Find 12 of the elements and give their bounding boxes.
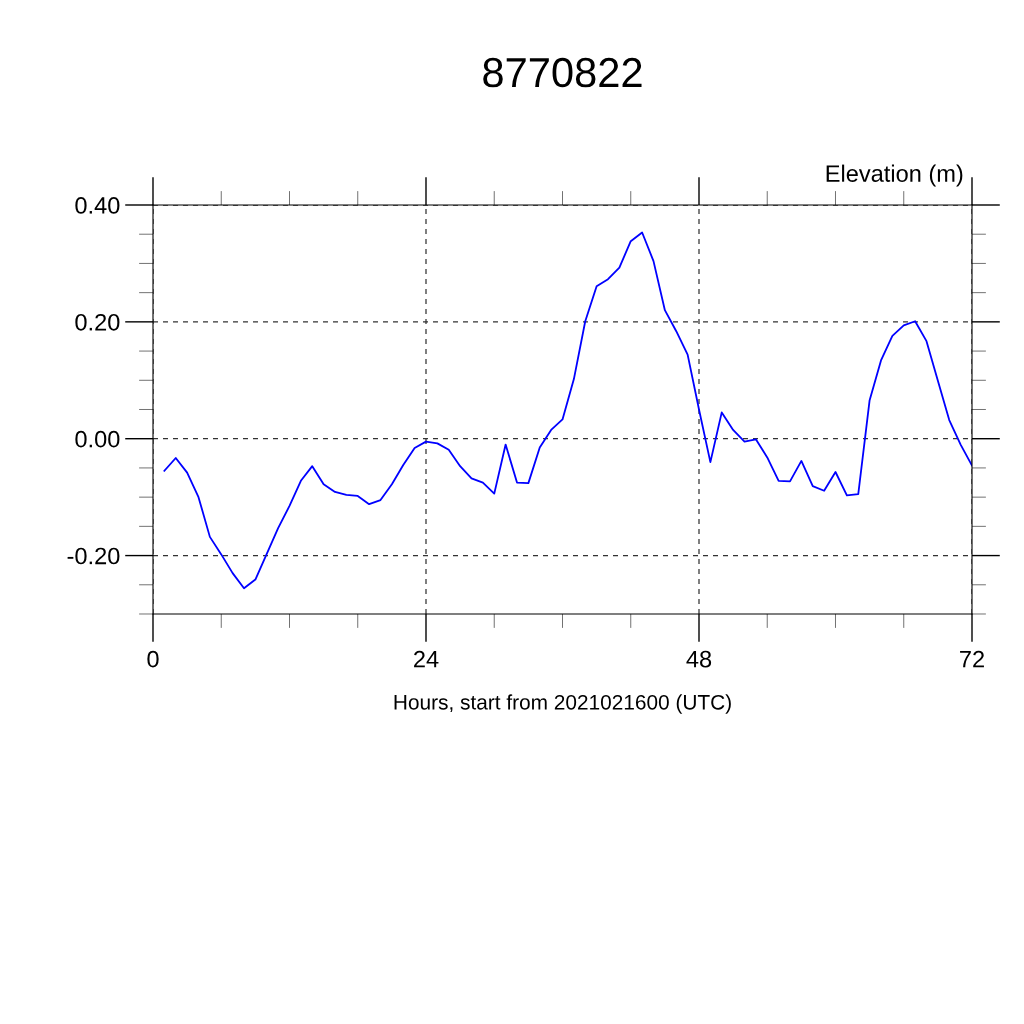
y-tick-label: 0.00 — [75, 430, 120, 448]
x-tick-label: 24 — [414, 650, 439, 668]
chart-title: 8770822 — [483, 57, 642, 88]
y-tick-label: 0.20 — [75, 313, 120, 331]
x-axis-title: Hours, start from 2021021600 (UTC) — [394, 694, 731, 714]
y-tick-label: 0.40 — [75, 197, 120, 214]
y-tick-label: -0.20 — [67, 547, 120, 565]
y-axis-title: Elevation (m) — [826, 164, 963, 187]
x-tick-label: 72 — [960, 650, 984, 668]
x-tick-label: 48 — [686, 650, 712, 668]
line-series — [163, 231, 972, 590]
x-tick-label: 0 — [147, 650, 159, 668]
